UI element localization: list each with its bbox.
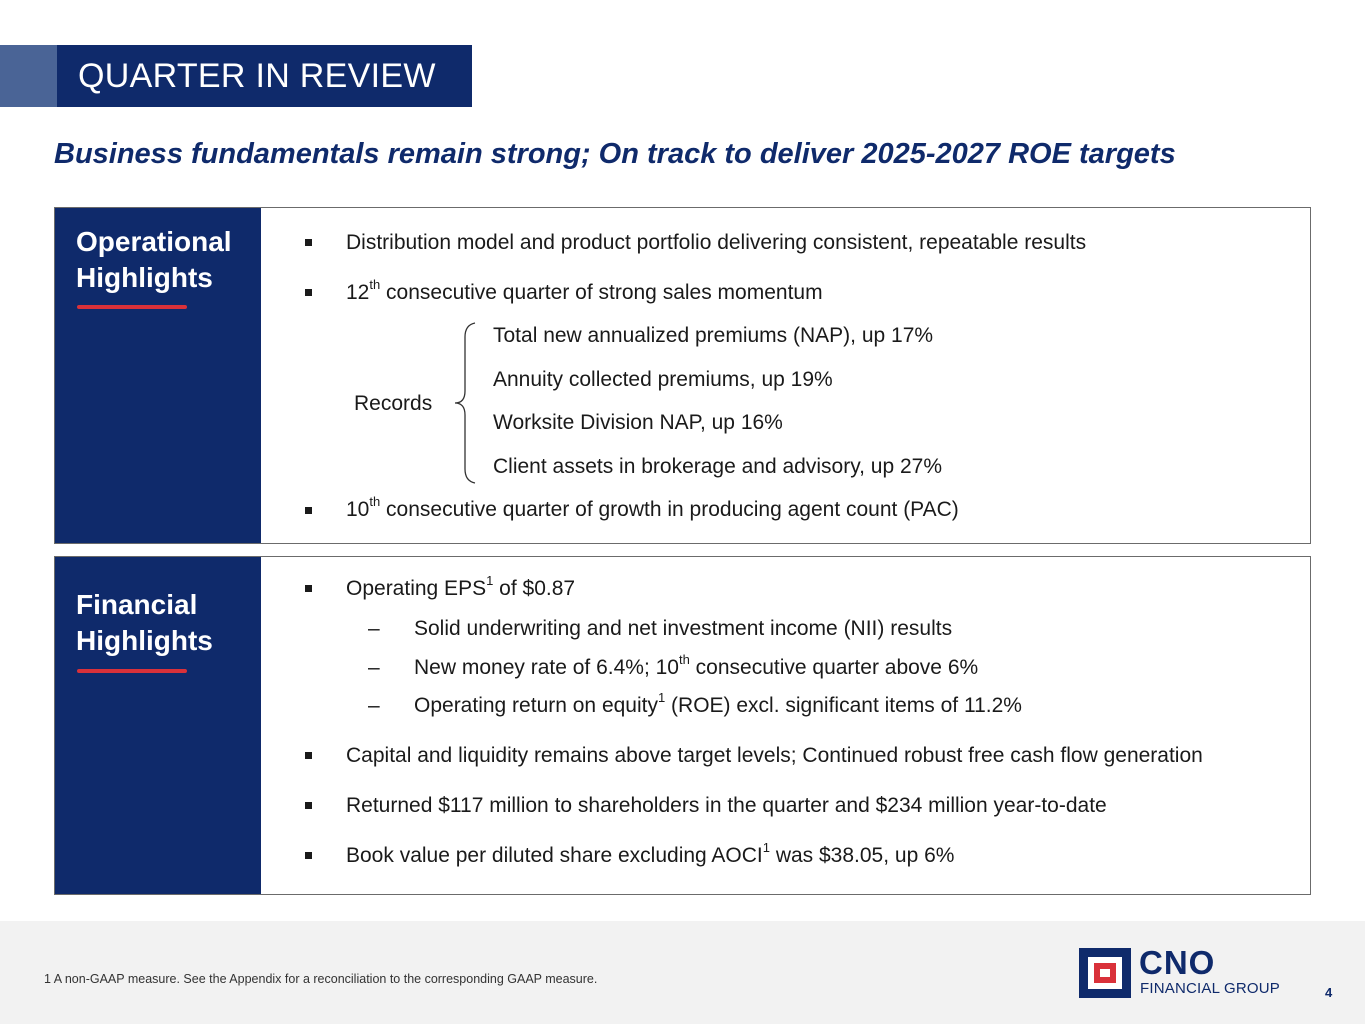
- financial-sub-item-3: Operating return on equity1 (ROE) excl. …: [414, 690, 1022, 717]
- financial-title-line2: Highlights: [76, 625, 213, 656]
- page-number: 4: [1325, 985, 1333, 1000]
- record-item-4: Client assets in brokerage and advisory,…: [493, 455, 943, 478]
- operational-highlights-panel: Operational Highlights Distribution mode…: [54, 207, 1311, 544]
- financial-item-1: Capital and liquidity remains above targ…: [346, 744, 1203, 767]
- operational-title-line2: Highlights: [76, 262, 213, 293]
- record-item-3: Worksite Division NAP, up 16%: [493, 411, 783, 434]
- bullet-icon: [305, 752, 312, 759]
- bullet-icon: [305, 289, 312, 296]
- cno-logo-icon: [1079, 948, 1131, 998]
- operational-item-3: 10th consecutive quarter of growth in pr…: [346, 494, 959, 521]
- bullet-icon: [305, 239, 312, 246]
- record-item-2: Annuity collected premiums, up 19%: [493, 368, 833, 391]
- operational-title-line1: Operational: [76, 226, 232, 257]
- operational-red-underline: [77, 305, 187, 309]
- financial-sub-item-1: Solid underwriting and net investment in…: [414, 617, 953, 640]
- dash-icon: –: [368, 694, 380, 717]
- page-title: QUARTER IN REVIEW: [78, 57, 436, 95]
- footer: 1 A non-GAAP measure. See the Appendix f…: [0, 921, 1365, 1024]
- company-logo: CNO FINANCIAL GROUP: [1079, 944, 1289, 1000]
- title-accent-block: [0, 45, 57, 107]
- operational-side-panel: Operational Highlights: [55, 208, 261, 543]
- bullet-icon: [305, 802, 312, 809]
- operational-item-2: 12th consecutive quarter of strong sales…: [346, 277, 823, 304]
- financial-red-underline: [77, 669, 187, 673]
- financial-highlights-panel: Financial Highlights Operating EPS1 of $…: [54, 556, 1311, 895]
- dash-icon: –: [368, 617, 380, 640]
- financial-item-2: Returned $117 million to shareholders in…: [346, 794, 1107, 817]
- footnote: 1 A non-GAAP measure. See the Appendix f…: [44, 972, 598, 986]
- record-item-1: Total new annualized premiums (NAP), up …: [493, 324, 934, 347]
- bullet-icon: [305, 585, 312, 592]
- bullet-icon: [305, 507, 312, 514]
- logo-subtitle: FINANCIAL GROUP: [1140, 980, 1280, 997]
- title-bar: QUARTER IN REVIEW: [57, 45, 472, 107]
- financial-side-panel: Financial Highlights: [55, 557, 261, 894]
- financial-title-line1: Financial: [76, 589, 198, 620]
- financial-eps: Operating EPS1 of $0.87: [346, 573, 576, 600]
- logo-name: CNO: [1139, 944, 1216, 981]
- records-label: Records: [354, 392, 433, 415]
- operational-item-1: Distribution model and product portfolio…: [346, 231, 1087, 254]
- financial-sub-item-2: New money rate of 6.4%; 10th consecutive…: [414, 652, 979, 679]
- page-subtitle: Business fundamentals remain strong; On …: [54, 138, 1176, 170]
- bullet-icon: [305, 852, 312, 859]
- financial-item-3: Book value per diluted share excluding A…: [346, 840, 955, 867]
- curly-brace-icon: [454, 322, 476, 484]
- dash-icon: –: [368, 656, 380, 679]
